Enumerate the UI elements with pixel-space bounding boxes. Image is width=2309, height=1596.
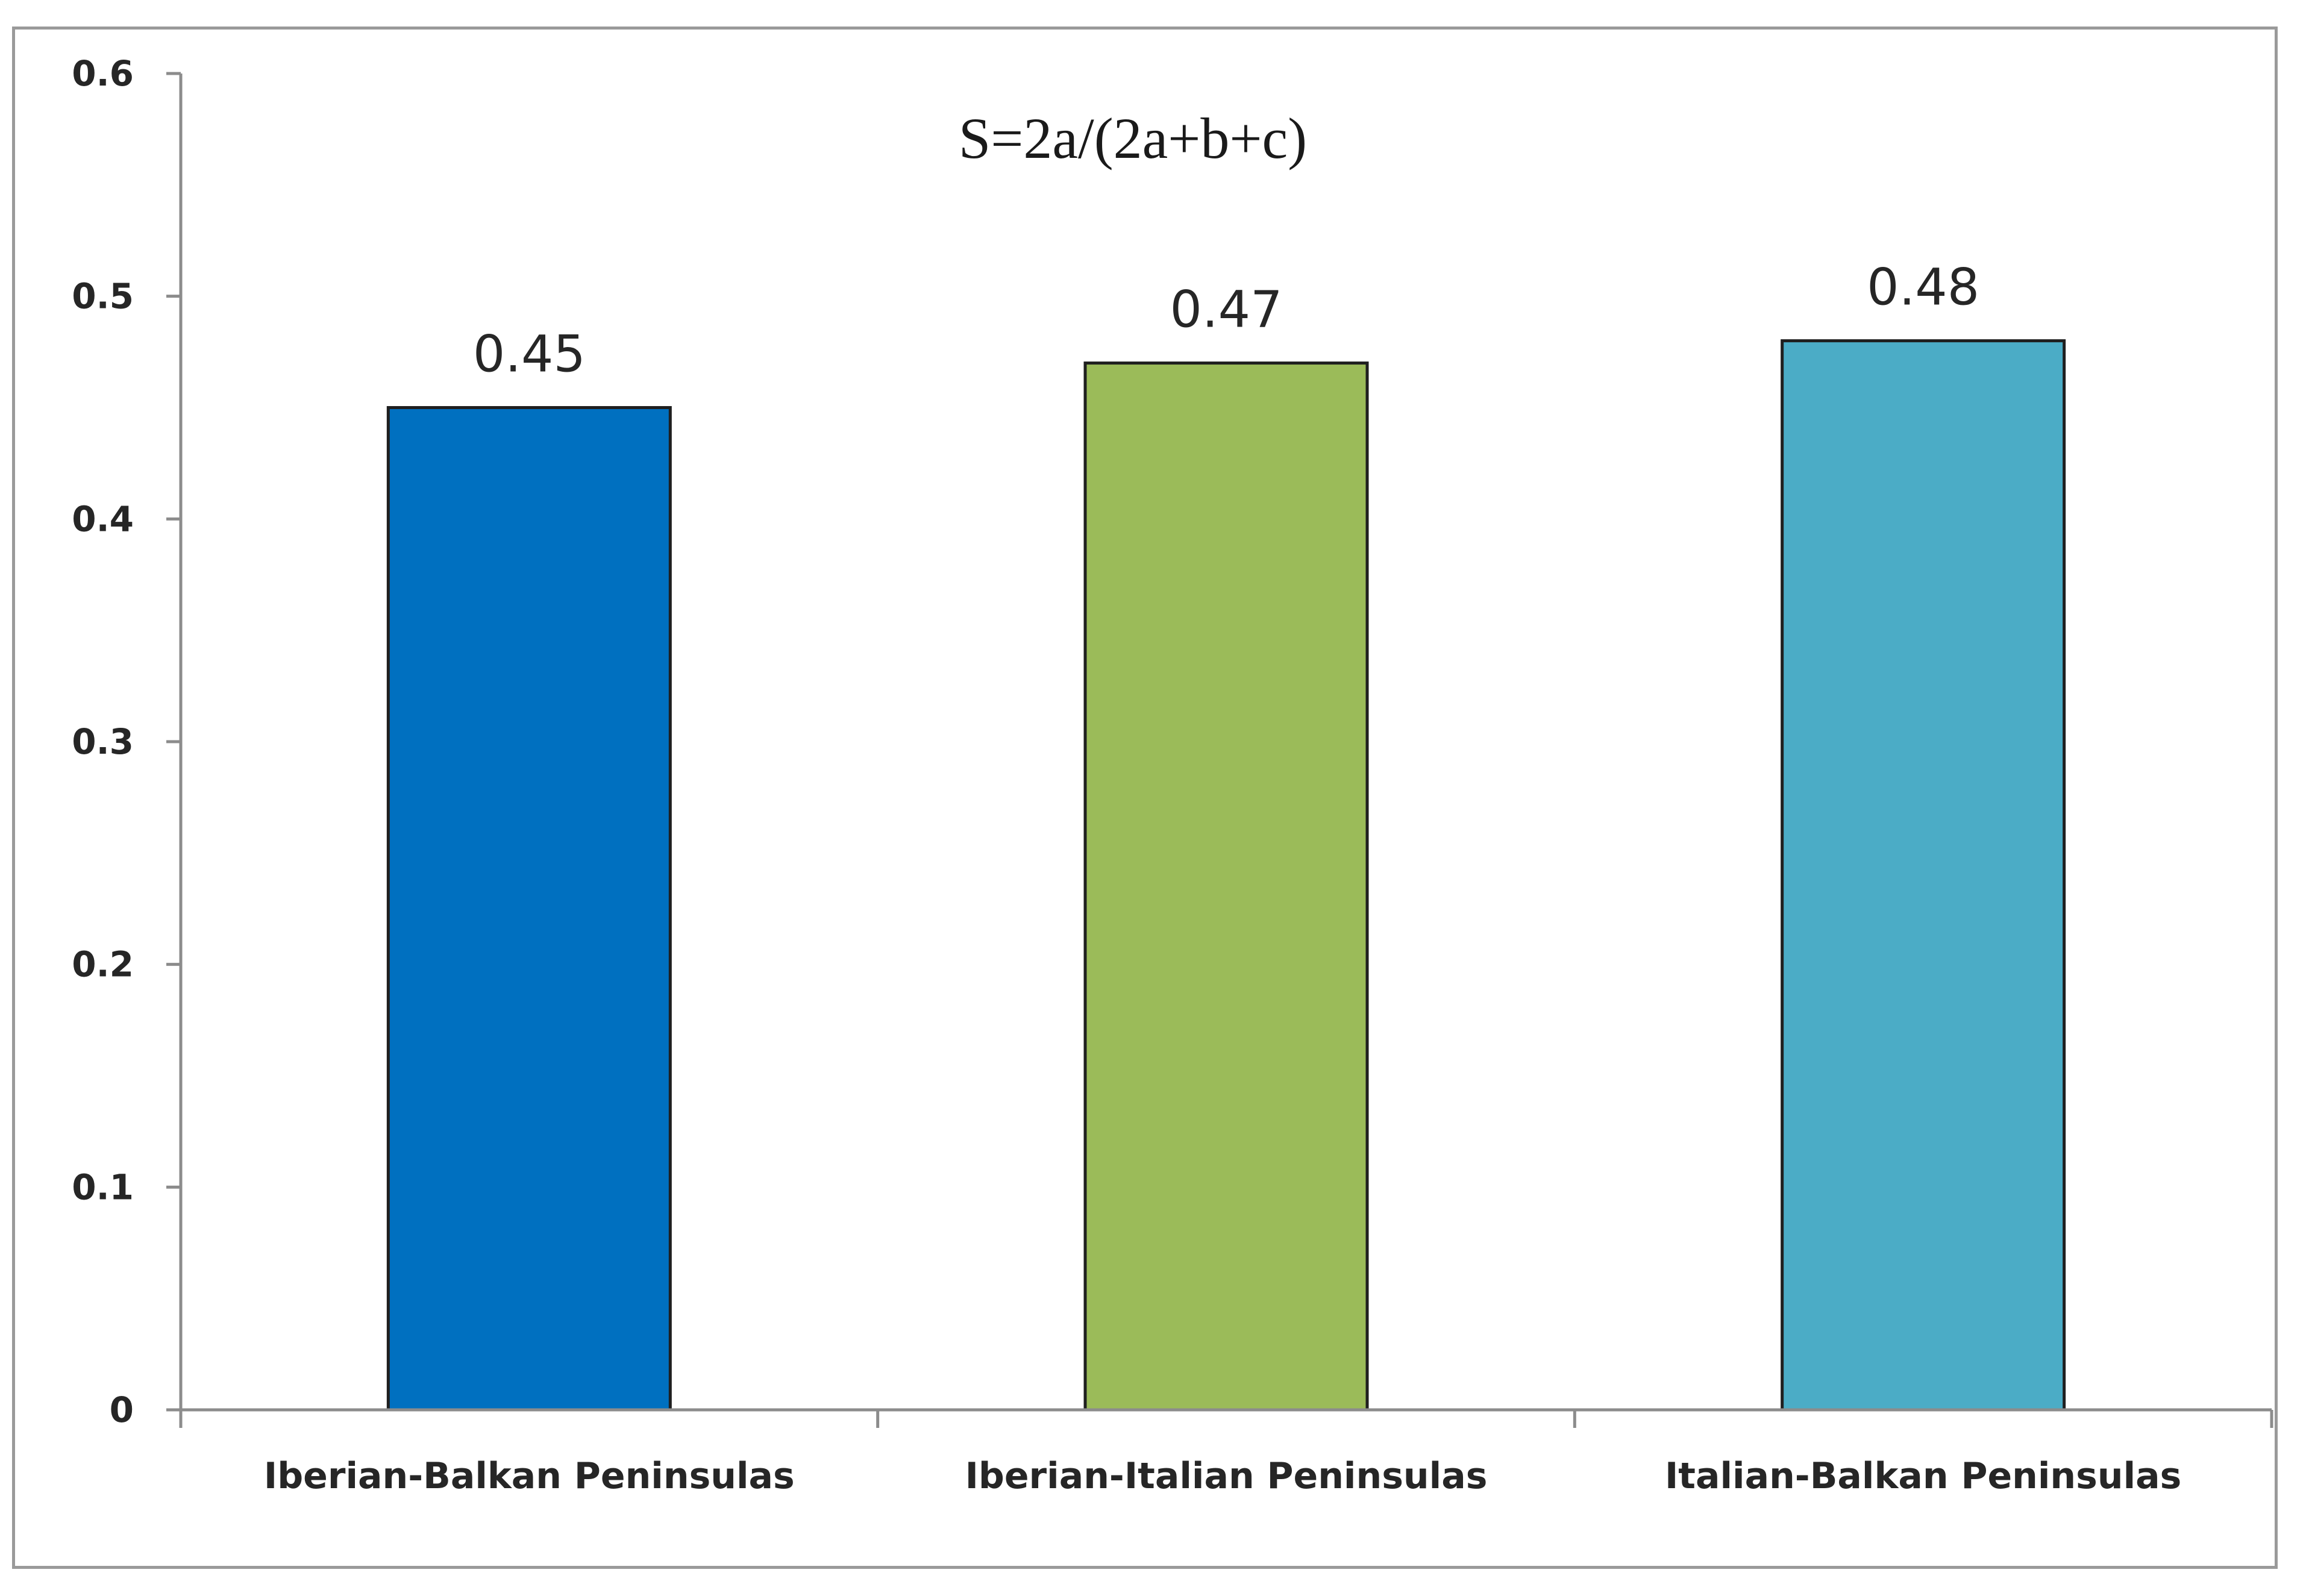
y-tick-label: 0.6 (72, 53, 134, 94)
y-tick-label: 0.2 (72, 944, 134, 985)
chart-title: S=2a/(2a+b+c) (959, 106, 1307, 171)
y-tick-label: 0.3 (72, 721, 134, 762)
bar (1781, 339, 2066, 1412)
data-label: 0.45 (473, 325, 586, 384)
y-tick-label: 0 (110, 1389, 134, 1430)
bars-layer (386, 339, 2066, 1412)
bar (1083, 361, 1369, 1412)
x-category-label: Iberian-Balkan Peninsulas (264, 1455, 795, 1497)
data-label: 0.47 (1170, 280, 1282, 339)
y-tick-label: 0.4 (72, 498, 134, 539)
bar (386, 406, 672, 1412)
axes-layer (166, 72, 2273, 1428)
x-category-label: Italian-Balkan Peninsulas (1665, 1455, 2181, 1497)
x-category-label: Iberian-Italian Peninsulas (965, 1455, 1488, 1497)
y-tick-label: 0.1 (72, 1166, 134, 1207)
y-tick-label: 0.5 (72, 276, 134, 317)
labels-layer: 0 0.1 0.2 0.3 0.4 0.5 0.6 0.45 Iberian-Balkan Pe… (72, 53, 2181, 1497)
data-label: 0.48 (1867, 258, 1979, 317)
